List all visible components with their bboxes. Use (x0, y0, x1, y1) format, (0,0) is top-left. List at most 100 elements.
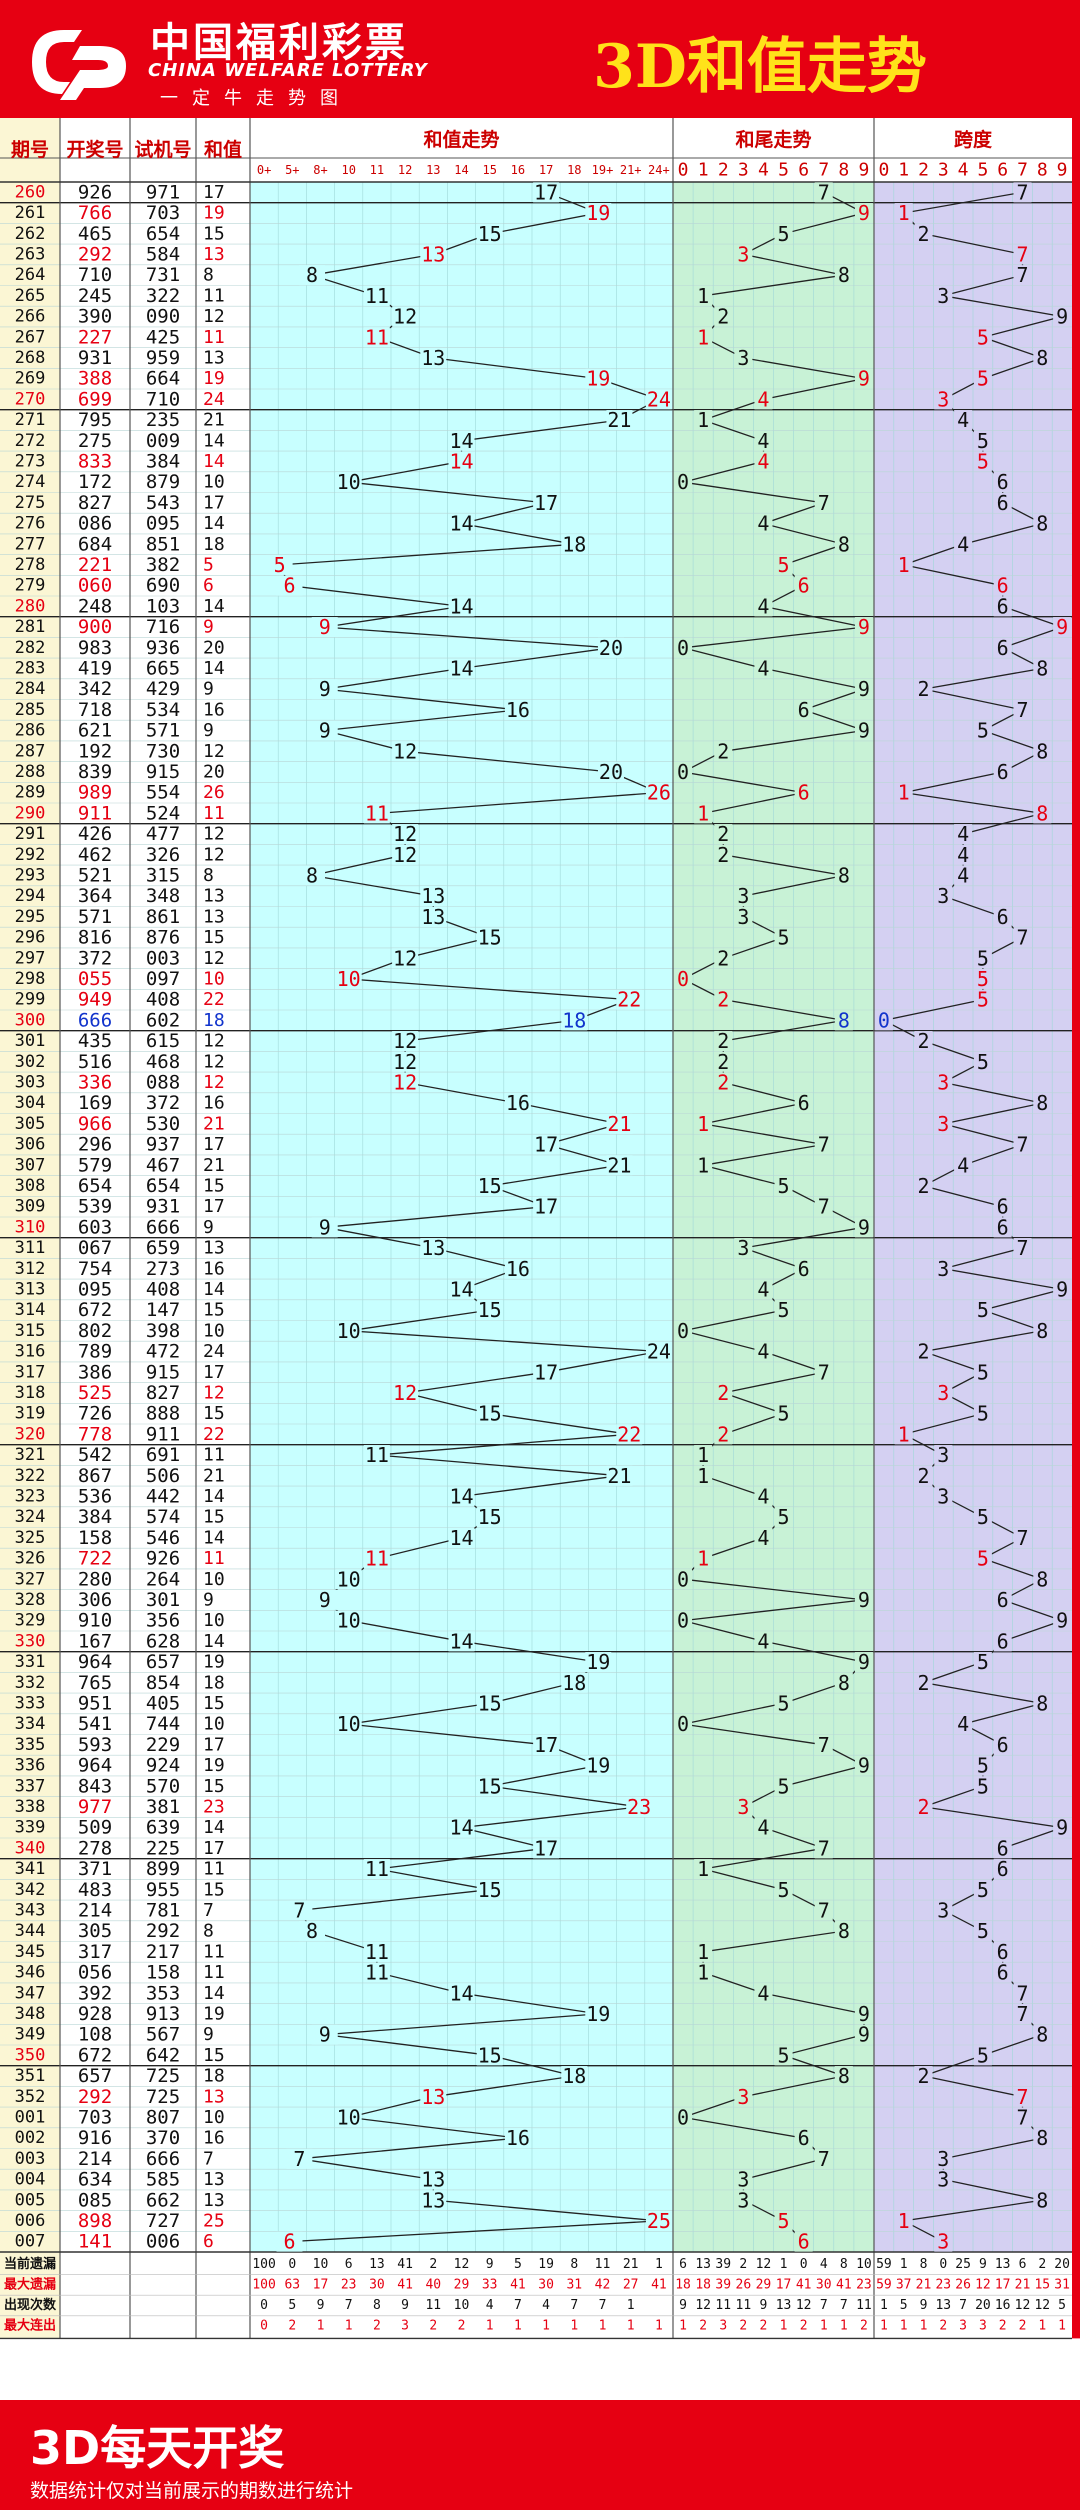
sum-cell: 12 (203, 844, 225, 865)
sum-cell: 8 (203, 265, 214, 286)
sum-stat-value: 30 (538, 2277, 554, 2292)
draw-cell: 172 (78, 471, 112, 493)
issue-cell: 296 (15, 928, 46, 948)
span-marker: 7 (1016, 1526, 1028, 1550)
test-cell: 301 (146, 1589, 180, 1611)
tail-marker-halo (834, 1672, 853, 1693)
span-bin-label: 9 (1057, 160, 1068, 181)
span-marker: 5 (977, 988, 989, 1012)
sum-marker: 18 (562, 1008, 586, 1032)
sum-marker-halo (606, 1113, 633, 1134)
sum-marker-halo (286, 2148, 313, 2169)
sum-stat-value: 29 (454, 2277, 470, 2292)
stats-label: 最大遗漏 (4, 2276, 56, 2292)
tail-marker-halo (774, 1776, 793, 1797)
tail-marker: 6 (798, 2230, 810, 2254)
sum-stat-value: 1 (345, 2319, 353, 2334)
tail-marker-halo (854, 720, 873, 741)
span-marker: 8 (1036, 1319, 1048, 1343)
draw-cell: 827 (78, 492, 112, 514)
tail-marker-halo (814, 1838, 833, 1859)
issue-cell: 292 (15, 845, 46, 865)
test-cell: 103 (146, 595, 180, 617)
sum-marker: 13 (421, 1236, 445, 1260)
tail-marker: 4 (757, 1981, 769, 2005)
span-marker: 6 (997, 491, 1009, 515)
span-marker: 3 (937, 387, 949, 411)
sum-marker-halo (448, 1527, 475, 1548)
span-marker: 6 (997, 1629, 1009, 1653)
draw-cell: 067 (78, 1237, 112, 1259)
draw-cell: 085 (78, 2189, 112, 2211)
sum-marker-halo (645, 782, 672, 803)
span-marker: 3 (937, 1112, 949, 1136)
tail-marker: 4 (757, 1526, 769, 1550)
sum-marker-halo (616, 989, 643, 1010)
span-marker: 8 (1036, 1691, 1048, 1715)
sum-marker-halo (363, 285, 390, 306)
span-marker: 7 (1016, 1236, 1028, 1260)
tail-marker: 2 (717, 305, 729, 329)
sum-marker: 14 (449, 1629, 473, 1653)
tail-marker: 7 (818, 1360, 830, 1384)
issue-cell: 293 (15, 865, 46, 885)
span-marker-halo (934, 1445, 953, 1466)
tail-marker-halo (694, 410, 713, 431)
span-marker: 5 (977, 946, 989, 970)
tail-marker-halo (814, 1134, 833, 1155)
tail-stat-value: 41 (796, 2277, 812, 2292)
span-stat-value: 8 (920, 2257, 928, 2272)
span-marker: 5 (977, 1050, 989, 1074)
issue-cell: 287 (15, 741, 46, 761)
sum-marker-halo (363, 1941, 390, 1962)
span-marker: 5 (977, 1774, 989, 1798)
span-bin-label: 2 (918, 160, 929, 181)
draw-cell: 108 (78, 2024, 112, 2046)
draw-cell: 900 (78, 616, 112, 638)
sum-cell: 10 (203, 968, 225, 989)
draw-cell: 765 (78, 1672, 112, 1694)
sum-marker-halo (476, 1403, 503, 1424)
span-bin-label: 0 (878, 160, 889, 181)
span-marker-halo (954, 410, 973, 431)
sum-marker: 15 (478, 2043, 502, 2067)
tail-stat-value: 18 (695, 2277, 711, 2292)
sum-marker-halo (448, 1631, 475, 1652)
tail-marker: 9 (858, 2023, 870, 2047)
test-cell: 009 (146, 430, 180, 452)
tail-marker-halo (834, 865, 853, 886)
issue-cell: 334 (15, 1714, 46, 1734)
stats-label: 出现次数 (4, 2297, 57, 2313)
sum-marker: 24 (647, 387, 671, 411)
span-marker-halo (993, 1734, 1012, 1755)
draw-cell: 795 (78, 409, 112, 431)
sum-cell: 12 (203, 306, 225, 327)
span-marker-halo (954, 844, 973, 865)
test-cell: 666 (146, 2148, 180, 2170)
tail-marker: 3 (737, 346, 749, 370)
span-stat-value: 15 (1034, 2277, 1050, 2292)
sum-cell: 11 (203, 803, 225, 824)
test-cell: 442 (146, 1485, 180, 1507)
sum-marker: 7 (293, 2147, 305, 2171)
sum-marker: 11 (365, 1547, 389, 1571)
sum-marker: 12 (393, 739, 417, 763)
span-marker-halo (894, 782, 913, 803)
sum-cell: 11 (203, 1548, 225, 1569)
tail-stat-value: 1 (780, 2319, 788, 2334)
sum-marker: 18 (562, 532, 586, 556)
sum-cell: 16 (203, 2128, 225, 2149)
test-cell: 370 (146, 2127, 180, 2149)
draw-cell: 141 (78, 2231, 112, 2253)
test-cell: 725 (146, 2065, 180, 2087)
span-marker-halo (1033, 347, 1052, 368)
sum-marker-halo (335, 2107, 362, 2128)
logo-slogan: 一定牛走势图 (160, 88, 352, 109)
issue-cell: 306 (15, 1135, 46, 1155)
span-marker: 1 (898, 2209, 910, 2233)
issue-cell: 324 (15, 1507, 46, 1527)
span-marker: 5 (977, 1878, 989, 1902)
sum-marker: 11 (365, 1443, 389, 1467)
issue-cell: 270 (15, 389, 46, 409)
sum-bin-label: 11 (370, 163, 384, 177)
